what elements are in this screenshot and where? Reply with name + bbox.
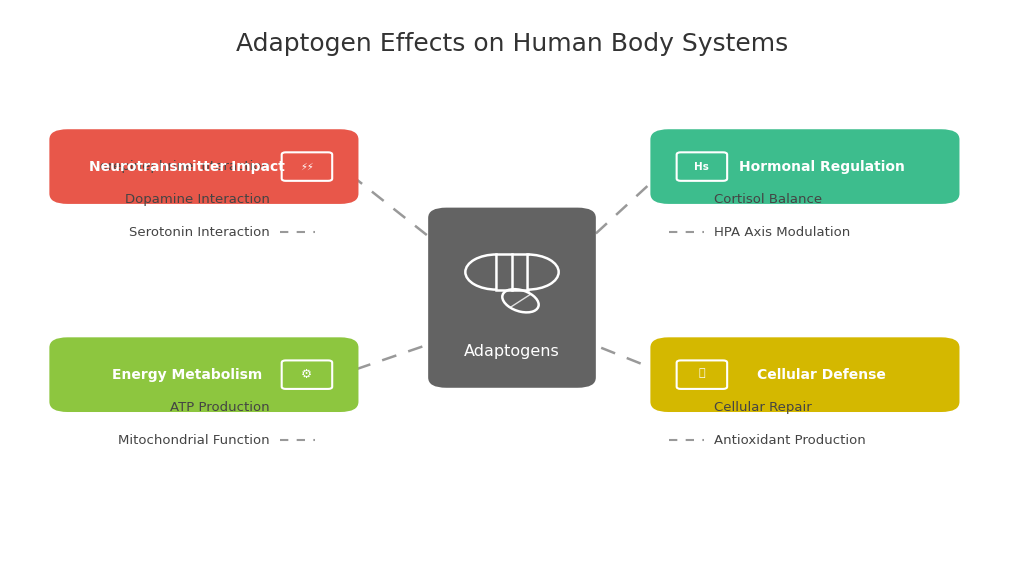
Text: Cellular Defense: Cellular Defense xyxy=(757,368,886,382)
Text: Dopamine Interaction: Dopamine Interaction xyxy=(125,193,269,206)
Text: Antioxidant Production: Antioxidant Production xyxy=(714,434,865,447)
Text: Adaptogen Effects on Human Body Systems: Adaptogen Effects on Human Body Systems xyxy=(236,32,788,56)
Text: ⚙: ⚙ xyxy=(301,368,312,381)
Text: HPA Axis Modulation: HPA Axis Modulation xyxy=(714,225,850,239)
FancyBboxPatch shape xyxy=(650,338,959,412)
Text: Norepinephrine Interaction: Norepinephrine Interaction xyxy=(89,159,269,172)
Text: Neurotransmitter Impact: Neurotransmitter Impact xyxy=(89,159,286,173)
Text: ATP Production: ATP Production xyxy=(170,401,269,413)
Text: 🌿: 🌿 xyxy=(698,368,706,378)
FancyBboxPatch shape xyxy=(49,338,358,412)
FancyBboxPatch shape xyxy=(49,129,358,204)
Text: Mitochondrial Function: Mitochondrial Function xyxy=(118,434,269,447)
Text: Hormonal Regulation: Hormonal Regulation xyxy=(738,159,904,173)
FancyBboxPatch shape xyxy=(650,129,959,204)
Text: Serotonin Interaction: Serotonin Interaction xyxy=(129,225,269,239)
Text: Energy Metabolism: Energy Metabolism xyxy=(112,368,262,382)
Text: Hs: Hs xyxy=(694,162,710,172)
Text: Cortisol Balance: Cortisol Balance xyxy=(714,193,822,206)
Text: ⚡⚡: ⚡⚡ xyxy=(300,162,313,172)
Text: Adaptogens: Adaptogens xyxy=(464,345,560,359)
Text: Cellular Repair: Cellular Repair xyxy=(714,401,812,413)
FancyBboxPatch shape xyxy=(428,208,596,388)
